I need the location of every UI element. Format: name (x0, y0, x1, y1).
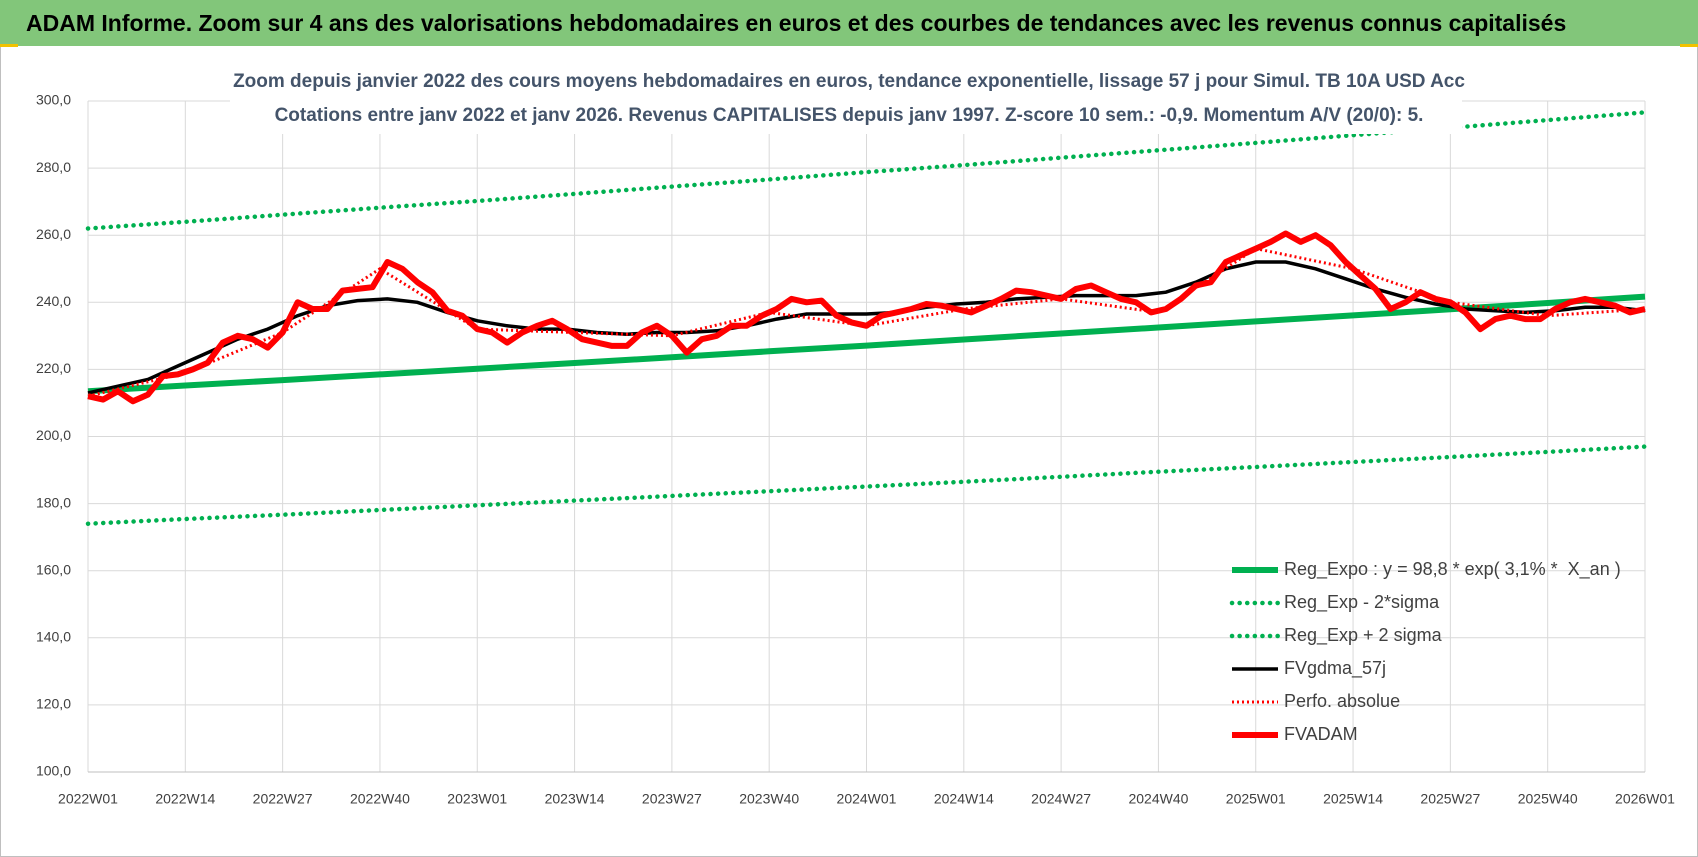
accent (1680, 44, 1698, 47)
y-tick-label: 300,0 (36, 92, 71, 108)
legend-label: Reg_Exp - 2*sigma (1284, 592, 1440, 613)
x-tick-label: 2025W27 (1420, 791, 1480, 807)
y-tick-label: 260,0 (36, 226, 71, 242)
y-tick-label: 240,0 (36, 293, 71, 309)
legend-label: Reg_Expo : y = 98,8 * exp( 3,1% * X_an ) (1284, 559, 1621, 580)
x-tick-label: 2022W40 (350, 791, 410, 807)
y-tick-label: 120,0 (36, 696, 71, 712)
x-tick-label: 2022W01 (58, 791, 118, 807)
x-tick-label: 2026W01 (1615, 791, 1675, 807)
x-tick-label: 2023W01 (447, 791, 507, 807)
x-tick-label: 2022W14 (155, 791, 215, 807)
title-background (230, 66, 1462, 134)
x-tick-label: 2025W14 (1323, 791, 1383, 807)
legend-label: Reg_Exp + 2 sigma (1284, 625, 1443, 646)
series-line (87, 230, 1646, 405)
header-bar (0, 0, 1698, 46)
y-tick-label: 160,0 (36, 561, 71, 577)
header-title: ADAM Informe. Zoom sur 4 ans des valoris… (26, 10, 1566, 36)
x-tick-label: 2024W27 (1031, 791, 1091, 807)
y-tick-label: 220,0 (36, 360, 71, 376)
series-line (85, 444, 1648, 526)
x-tick-label: 2025W40 (1518, 791, 1578, 807)
chart-subtitle: Cotations entre janv 2022 et janv 2026. … (275, 105, 1424, 126)
x-tick-label: 2024W01 (837, 791, 897, 807)
chart-title: Zoom depuis janvier 2022 des cours moyen… (233, 71, 1465, 92)
x-tick-label: 2024W14 (934, 791, 994, 807)
y-tick-label: 180,0 (36, 494, 71, 510)
x-tick-label: 2025W01 (1226, 791, 1286, 807)
x-tick-label: 2024W40 (1128, 791, 1188, 807)
y-tick-label: 100,0 (36, 763, 71, 779)
x-tick-label: 2023W27 (642, 791, 702, 807)
y-tick-label: 140,0 (36, 629, 71, 645)
x-tick-label: 2023W14 (545, 791, 605, 807)
legend-label: Perfo. absolue (1284, 691, 1400, 711)
legend-label: FVADAM (1284, 724, 1358, 744)
accent (0, 44, 18, 47)
series-line (87, 293, 1646, 395)
x-tick-label: 2023W40 (739, 791, 799, 807)
legend-label: FVgdma_57j (1284, 658, 1386, 679)
y-tick-label: 200,0 (36, 427, 71, 443)
y-tick-label: 280,0 (36, 159, 71, 175)
series-line (87, 260, 1646, 395)
legend: Reg_Expo : y = 98,8 * exp( 3,1% * X_an )… (1229, 559, 1621, 744)
x-tick-label: 2022W27 (253, 791, 313, 807)
